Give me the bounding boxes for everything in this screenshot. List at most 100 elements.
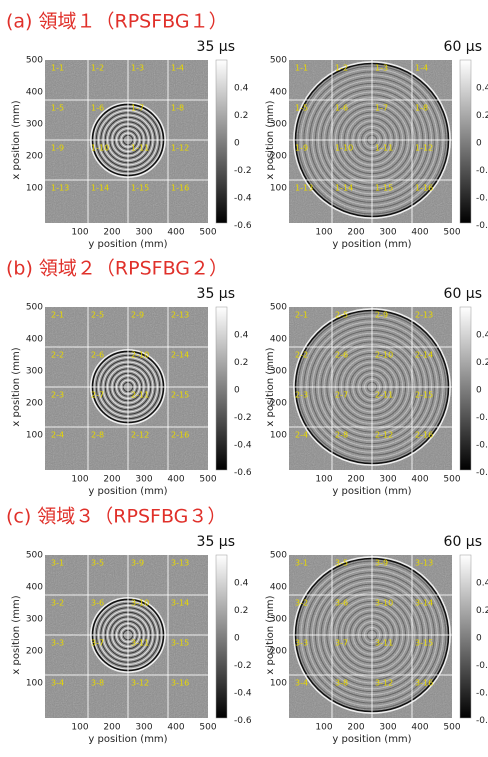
x-tick-label: 400 [167, 475, 184, 485]
region-label: 1-6 [335, 104, 348, 113]
region-label: 1-16 [171, 184, 189, 193]
region-label: 3-5 [335, 559, 348, 568]
x-tick-label: 400 [167, 228, 184, 238]
colorbar-tick-label: -0.4 [234, 441, 252, 451]
time-label: 60 μs [444, 286, 482, 302]
time-label: 35 μs [197, 39, 235, 55]
region-label: 3-3 [51, 639, 64, 648]
colorbar [459, 59, 472, 224]
region-label: 3-9 [131, 559, 144, 568]
region-label: 3-16 [171, 679, 189, 688]
y-tick-label: 100 [270, 184, 287, 194]
region-label: 2-12 [131, 431, 149, 440]
colorbar-tick-label: -0.2 [476, 166, 488, 176]
noise [45, 60, 208, 223]
region-label: 3-4 [51, 679, 64, 688]
region-label: 2-9 [131, 311, 144, 320]
panel: 60 μs 2-1 2-5 2-9 2-13 2-2 2-6 2-10 2-14 2-3 2-7 2-… [265, 286, 488, 497]
y-tick-label: 500 [26, 551, 43, 561]
colorbar [215, 59, 228, 224]
time-label: 60 μs [444, 534, 482, 550]
region-label: 1-13 [295, 184, 313, 193]
region-label: 1-13 [51, 184, 69, 193]
colorbar-tick-label: 0.2 [476, 111, 488, 121]
region-label: 2-11 [375, 391, 393, 400]
region-label: 3-15 [415, 639, 433, 648]
region-label: 2-14 [171, 351, 189, 360]
region-label: 3-16 [415, 679, 433, 688]
region-label: 1-15 [375, 184, 393, 193]
y-tick-label: 400 [26, 335, 43, 345]
colorbar-tick-label: 0.4 [476, 84, 488, 94]
colorbar-tick-label: -0.6 [234, 221, 252, 231]
time-label: 35 μs [197, 286, 235, 302]
colorbar [215, 554, 228, 719]
colorbar-tick-label: -0.4 [234, 689, 252, 699]
region-label: 1-14 [335, 184, 353, 193]
region-label: 1-2 [335, 64, 348, 73]
x-axis-label: y position (mm) [332, 239, 411, 250]
x-tick-label: 200 [347, 723, 364, 733]
y-tick-label: 300 [270, 367, 287, 377]
region-label: 2-4 [295, 431, 308, 440]
x-axis-label: y position (mm) [88, 239, 167, 250]
y-tick-label: 500 [26, 56, 43, 66]
y-tick-label: 300 [26, 615, 43, 625]
region-label: 3-10 [375, 599, 393, 608]
y-tick-label: 300 [26, 120, 43, 130]
region-label: 2-4 [51, 431, 64, 440]
colorbar-tick-label: 0.2 [476, 606, 488, 616]
y-tick-label: 200 [26, 152, 43, 162]
panel: 35 μs 3-1 3-5 3-9 3-13 3-2 3-6 3-10 3-14 3-3 3-7 3-… [11, 534, 252, 745]
colorbar-tick-label: 0.4 [234, 331, 249, 341]
region-label: 2-15 [171, 391, 189, 400]
x-axis-label: y position (mm) [88, 734, 167, 745]
x-tick-label: 300 [135, 723, 152, 733]
y-tick-label: 100 [26, 679, 43, 689]
x-tick-label: 200 [103, 475, 120, 485]
x-tick-label: 500 [443, 228, 460, 238]
region-label: 1-15 [131, 184, 149, 193]
x-tick-label: 100 [71, 228, 88, 238]
region-label: 1-16 [415, 184, 433, 193]
region-label: 1-9 [295, 144, 308, 153]
region-label: 3-8 [335, 679, 348, 688]
region-label: 2-8 [91, 431, 104, 440]
colorbar-tick-label: -0.4 [476, 441, 488, 451]
colorbar-tick-label: 0.4 [476, 579, 488, 589]
region-label: 3-6 [91, 599, 104, 608]
x-tick-label: 400 [411, 228, 428, 238]
y-axis-label: x position (mm) [11, 347, 22, 426]
region-label: 1-3 [375, 64, 388, 73]
x-tick-label: 200 [347, 475, 364, 485]
x-tick-label: 500 [443, 723, 460, 733]
region-label: 2-1 [51, 311, 64, 320]
region-label: 3-2 [51, 599, 64, 608]
y-tick-label: 400 [270, 583, 287, 593]
region-label: 3-13 [171, 559, 189, 568]
colorbar-tick-label: -0.2 [234, 166, 252, 176]
x-tick-label: 100 [71, 723, 88, 733]
region-label: 1-11 [131, 144, 149, 153]
x-tick-label: 300 [135, 475, 152, 485]
colorbar-tick-label: 0.4 [234, 579, 249, 589]
region-label: 3-5 [91, 559, 104, 568]
x-tick-label: 200 [103, 228, 120, 238]
colorbar-tick-label: -0.4 [476, 689, 488, 699]
y-tick-label: 500 [270, 56, 287, 66]
region-label: 1-11 [375, 144, 393, 153]
region-label: 1-3 [131, 64, 144, 73]
x-tick-label: 100 [71, 475, 88, 485]
y-tick-label: 100 [270, 679, 287, 689]
region-label: 2-5 [335, 311, 348, 320]
x-tick-label: 200 [347, 228, 364, 238]
y-tick-label: 500 [26, 303, 43, 313]
region-label: 2-16 [415, 431, 433, 440]
region-label: 2-3 [51, 391, 64, 400]
region-label: 1-5 [295, 104, 308, 113]
colorbar [459, 554, 472, 719]
colorbar-tick-label: -0.2 [476, 661, 488, 671]
y-tick-label: 300 [26, 367, 43, 377]
colorbar-tick-label: 0.2 [234, 358, 248, 368]
